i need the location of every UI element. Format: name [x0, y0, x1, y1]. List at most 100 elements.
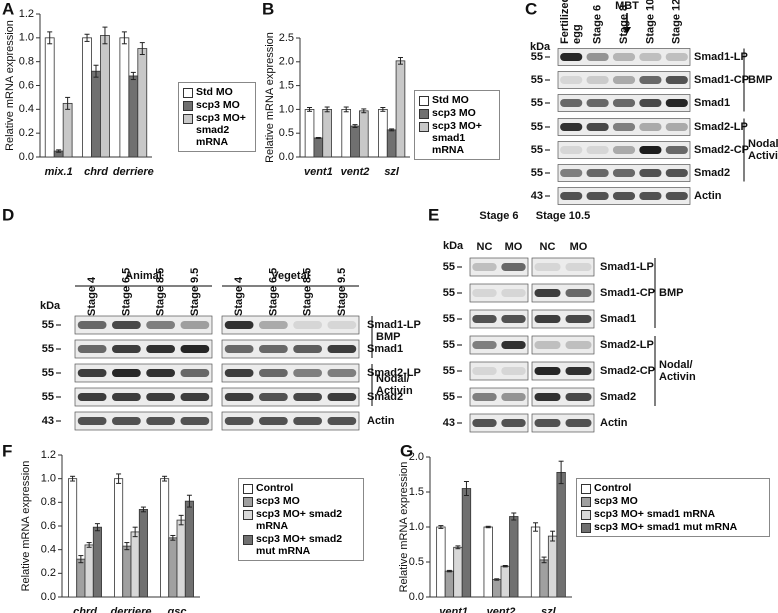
band [612, 53, 636, 61]
bar [350, 125, 360, 158]
y-tick-label: 0.2 [19, 127, 34, 139]
band [111, 345, 141, 353]
bar [500, 565, 510, 598]
bar [492, 579, 502, 598]
group-label: BMP [659, 287, 683, 299]
band [327, 393, 357, 401]
row-label: Smad1-LP [367, 319, 421, 331]
bar [341, 109, 351, 158]
y-tick-label: 0.0 [279, 151, 294, 163]
x-tick-label: vent2 [341, 166, 370, 178]
row-label: Smad1-CP [694, 74, 749, 86]
band [560, 99, 583, 107]
legend-swatch [419, 96, 429, 106]
legend-item: scp3 MO+ smad2 mRNA [183, 112, 251, 148]
bar [91, 70, 101, 158]
y-tick-label: 1.5 [279, 80, 294, 92]
band [327, 369, 357, 377]
band [258, 321, 288, 329]
band [565, 393, 592, 401]
bar [168, 537, 178, 598]
legend-swatch [581, 510, 591, 520]
x-tick-label: chrd [73, 606, 97, 613]
y-tick-label: 1.2 [41, 449, 56, 461]
bar [138, 509, 148, 598]
kda-marker: 55 [443, 365, 455, 377]
error-bar [550, 530, 556, 542]
legend-label: scp3 MO+ smad1 mut mRNA [594, 521, 738, 533]
band [111, 321, 141, 329]
band [501, 315, 526, 323]
blot-strip [469, 361, 529, 381]
x-tick-label: chrd [84, 166, 108, 178]
y-tick-label: 1.5 [409, 486, 424, 498]
mbt-arrowhead [623, 27, 631, 34]
legend-swatch [243, 484, 253, 494]
y-tick-label: 0.0 [409, 591, 424, 603]
band [180, 321, 210, 329]
error-bar [121, 31, 127, 45]
panel-label: D [2, 205, 14, 224]
band [472, 393, 497, 401]
y-tick-label: 1.0 [19, 32, 34, 44]
band [560, 169, 583, 177]
legend-item: scp3 MO+ smad2 mRNA [243, 508, 359, 532]
error-bar [124, 542, 130, 551]
y-tick-label: 2.5 [279, 32, 294, 44]
error-bar [558, 460, 564, 485]
y-tick-label: 0.4 [19, 103, 34, 115]
band [501, 341, 526, 349]
band [146, 321, 176, 329]
legend-swatch [243, 535, 253, 545]
blot-strip [469, 413, 529, 433]
kda-marker: 55 [531, 167, 543, 179]
bar [114, 478, 124, 598]
row-label: Smad2 [367, 391, 403, 403]
band [534, 263, 561, 271]
band [534, 341, 561, 349]
legend-item: Std MO [419, 94, 495, 106]
error-bar [494, 578, 500, 581]
legend-swatch [183, 101, 193, 111]
blot-strip [74, 411, 213, 431]
error-bar [485, 525, 491, 529]
kda-marker: 55 [443, 287, 455, 299]
band [501, 263, 526, 271]
error-bar [132, 526, 138, 538]
bar [378, 109, 388, 158]
legend-label: Std MO [432, 94, 469, 106]
bar [100, 35, 110, 158]
bar [84, 544, 94, 598]
row-label: Smad2 [694, 167, 730, 179]
kda-marker: 55 [443, 313, 455, 325]
band [639, 53, 662, 61]
band [586, 146, 609, 154]
error-bar [389, 128, 395, 132]
band [665, 76, 688, 84]
blot-strip [557, 48, 691, 66]
error-bar [361, 108, 367, 114]
x-tick-label: vent1 [439, 606, 468, 613]
legend-swatch [243, 510, 253, 520]
lane-label: MO [570, 241, 588, 253]
kda-marker: 55 [443, 391, 455, 403]
bar [92, 526, 102, 598]
legend-label: Std MO [196, 86, 233, 98]
group-label: BMP [748, 74, 772, 86]
error-bar [541, 556, 547, 564]
error-bar [93, 64, 99, 78]
legend-label: scp3 MO [256, 495, 300, 507]
kda-marker: 55 [42, 391, 54, 403]
error-bar [315, 136, 321, 139]
lane-label: NC [477, 241, 493, 253]
error-bar [502, 565, 508, 568]
y-axis-label: Relative mRNA expression [398, 462, 410, 593]
blot-strip [531, 309, 595, 329]
x-tick-label: mix.1 [45, 166, 73, 178]
x-tick-label: gsc [167, 606, 187, 613]
band [472, 315, 497, 323]
band [639, 169, 662, 177]
band [612, 192, 636, 200]
band [472, 419, 497, 427]
legend-item: scp3 MO+ smad2 mut mRNA [243, 533, 359, 557]
